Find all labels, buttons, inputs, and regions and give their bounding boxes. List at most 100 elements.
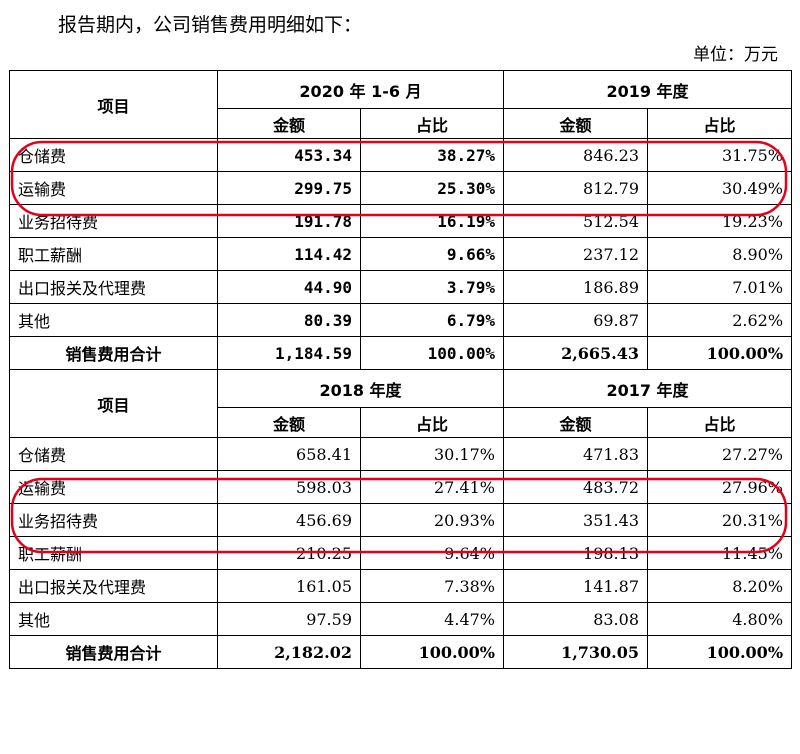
ratio-cell: 4.80% — [646, 602, 793, 636]
amount-cell: 598.03 — [217, 470, 361, 504]
period-header: 2018 年度 — [217, 369, 504, 408]
amount-cell: 141.87 — [503, 569, 648, 603]
total-label: 销售费用合计 — [9, 336, 218, 370]
amount-cell: 237.12 — [503, 237, 648, 271]
amount-cell: 191.78 — [217, 204, 361, 238]
amount-cell: 658.41 — [217, 437, 361, 471]
ratio-header: 占比 — [646, 108, 793, 139]
item-name: 运输费 — [9, 171, 218, 205]
amount-cell: 114.42 — [217, 237, 361, 271]
item-name: 其他 — [9, 303, 218, 337]
header-row-columns: 金额 占比 金额 占比 — [10, 407, 793, 438]
amount-cell: 97.59 — [217, 602, 361, 636]
amount-cell: 186.89 — [503, 270, 648, 304]
table-row: 运输费 299.75 25.30% 812.79 30.49% — [9, 171, 793, 205]
total-ratio: 100.00% — [646, 635, 793, 669]
ratio-cell: 3.79% — [360, 270, 504, 304]
ratio-cell: 27.41% — [360, 470, 504, 504]
sales-expense-table: 项目 2020 年 1-6 月 2019 年度 金额 占比 金额 占比 仓储费 … — [9, 70, 793, 669]
item-name: 业务招待费 — [9, 204, 218, 238]
table-row: 仓储费 453.34 38.27% 846.23 31.75% — [9, 138, 793, 172]
period-header: 2017 年度 — [502, 369, 793, 408]
amount-cell: 83.08 — [503, 602, 648, 636]
amount-cell: 846.23 — [503, 138, 648, 172]
amount-cell: 299.75 — [217, 171, 361, 205]
amount-cell: 456.69 — [217, 503, 361, 537]
period-header: 2019 年度 — [502, 70, 793, 109]
item-name: 运输费 — [9, 470, 218, 504]
item-name: 职工薪酬 — [9, 536, 218, 570]
amount-cell: 44.90 — [217, 270, 361, 304]
ratio-cell: 8.90% — [646, 237, 793, 271]
item-name: 仓储费 — [9, 437, 218, 471]
total-amount: 2,665.43 — [503, 336, 648, 370]
ratio-cell: 27.27% — [646, 437, 793, 471]
table-row: 职工薪酬 210.25 9.64% 198.13 11.45% — [9, 536, 793, 570]
item-name: 出口报关及代理费 — [9, 569, 218, 603]
amount-header: 金额 — [217, 407, 361, 438]
ratio-header: 占比 — [360, 108, 504, 139]
amount-cell: 80.39 — [217, 303, 361, 337]
ratio-cell: 9.66% — [360, 237, 504, 271]
ratio-cell: 20.31% — [646, 503, 793, 537]
ratio-cell: 38.27% — [360, 138, 504, 172]
total-amount: 1,730.05 — [503, 635, 648, 669]
period-header: 2020 年 1-6 月 — [217, 70, 504, 109]
ratio-cell: 25.30% — [360, 171, 504, 205]
table-row: 职工薪酬 114.42 9.66% 237.12 8.90% — [9, 237, 793, 271]
item-header: 项目 — [9, 369, 218, 438]
total-ratio: 100.00% — [360, 635, 504, 669]
item-name: 出口报关及代理费 — [9, 270, 218, 304]
amount-cell: 198.13 — [503, 536, 648, 570]
amount-cell: 351.43 — [503, 503, 648, 537]
amount-cell: 210.25 — [217, 536, 361, 570]
ratio-cell: 31.75% — [646, 138, 793, 172]
amount-cell: 812.79 — [503, 171, 648, 205]
header-row-columns: 金额 占比 金额 占比 — [10, 108, 793, 139]
total-amount: 2,182.02 — [217, 635, 361, 669]
header-row-periods: 项目 2020 年 1-6 月 2019 年度 — [9, 70, 793, 139]
amount-cell: 69.87 — [503, 303, 648, 337]
item-name: 其他 — [9, 602, 218, 636]
header-row-periods: 项目 2018 年度 2017 年度 — [9, 369, 793, 438]
amount-header: 金额 — [503, 407, 648, 438]
amount-cell: 471.83 — [503, 437, 648, 471]
amount-cell: 512.54 — [503, 204, 648, 238]
ratio-cell: 11.45% — [646, 536, 793, 570]
ratio-cell: 7.38% — [360, 569, 504, 603]
ratio-cell: 20.93% — [360, 503, 504, 537]
amount-header: 金额 — [217, 108, 361, 139]
item-name: 职工薪酬 — [9, 237, 218, 271]
ratio-header: 占比 — [646, 407, 793, 438]
total-row: 销售费用合计 2,182.02 100.00% 1,730.05 100.00% — [9, 635, 793, 669]
table-row: 出口报关及代理费 44.90 3.79% 186.89 7.01% — [9, 270, 793, 304]
item-header: 项目 — [9, 70, 218, 139]
total-ratio: 100.00% — [360, 336, 504, 370]
amount-header: 金额 — [503, 108, 648, 139]
item-name: 业务招待费 — [9, 503, 218, 537]
table-row: 其他 97.59 4.47% 83.08 4.80% — [9, 602, 793, 636]
ratio-cell: 8.20% — [646, 569, 793, 603]
unit-label: 单位：万元 — [693, 45, 778, 65]
ratio-cell: 6.79% — [360, 303, 504, 337]
ratio-cell: 9.64% — [360, 536, 504, 570]
table-row: 业务招待费 456.69 20.93% 351.43 20.31% — [9, 503, 793, 537]
ratio-cell: 30.17% — [360, 437, 504, 471]
ratio-cell: 2.62% — [646, 303, 793, 337]
table-row: 出口报关及代理费 161.05 7.38% 141.87 8.20% — [9, 569, 793, 603]
ratio-cell: 30.49% — [646, 171, 793, 205]
table-row: 运输费 598.03 27.41% 483.72 27.96% — [9, 470, 793, 504]
total-row: 销售费用合计 1,184.59 100.00% 2,665.43 100.00% — [9, 336, 793, 370]
total-ratio: 100.00% — [646, 336, 793, 370]
intro-text: 报告期内，公司销售费用明细如下： — [58, 14, 363, 36]
amount-cell: 161.05 — [217, 569, 361, 603]
table-row: 业务招待费 191.78 16.19% 512.54 19.23% — [9, 204, 793, 238]
total-label: 销售费用合计 — [9, 635, 218, 669]
ratio-cell: 16.19% — [360, 204, 504, 238]
ratio-cell: 19.23% — [646, 204, 793, 238]
amount-cell: 453.34 — [217, 138, 361, 172]
ratio-cell: 7.01% — [646, 270, 793, 304]
ratio-cell: 4.47% — [360, 602, 504, 636]
item-name: 仓储费 — [9, 138, 218, 172]
table-row: 其他 80.39 6.79% 69.87 2.62% — [9, 303, 793, 337]
